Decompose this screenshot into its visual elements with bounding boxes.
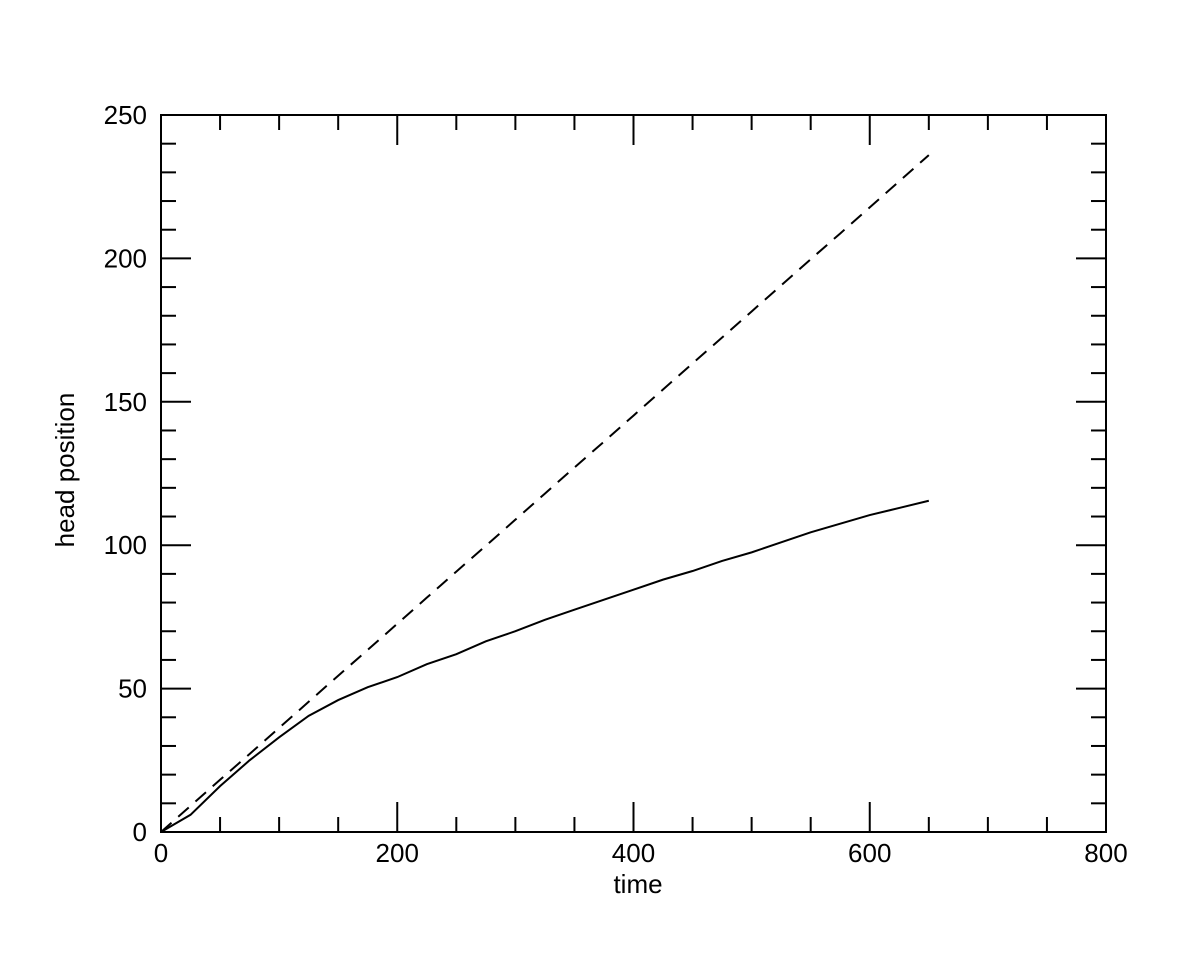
y-tick-label: 100 — [104, 530, 147, 560]
y-axis-label: head position — [50, 393, 80, 548]
x-tick-label: 0 — [154, 838, 168, 868]
y-tick-label: 150 — [104, 387, 147, 417]
y-tick-label: 250 — [104, 100, 147, 130]
x-tick-label: 400 — [612, 838, 655, 868]
y-tick-label: 200 — [104, 243, 147, 273]
y-tick-label: 0 — [133, 817, 147, 847]
x-axis-label: time — [613, 869, 662, 899]
x-tick-label: 200 — [376, 838, 419, 868]
x-tick-label: 800 — [1084, 838, 1127, 868]
plot-frame — [160, 114, 1107, 833]
data-line — [160, 499, 930, 833]
data-line — [160, 154, 930, 833]
y-tick-label: 50 — [118, 674, 147, 704]
x-tick-label: 600 — [848, 838, 891, 868]
